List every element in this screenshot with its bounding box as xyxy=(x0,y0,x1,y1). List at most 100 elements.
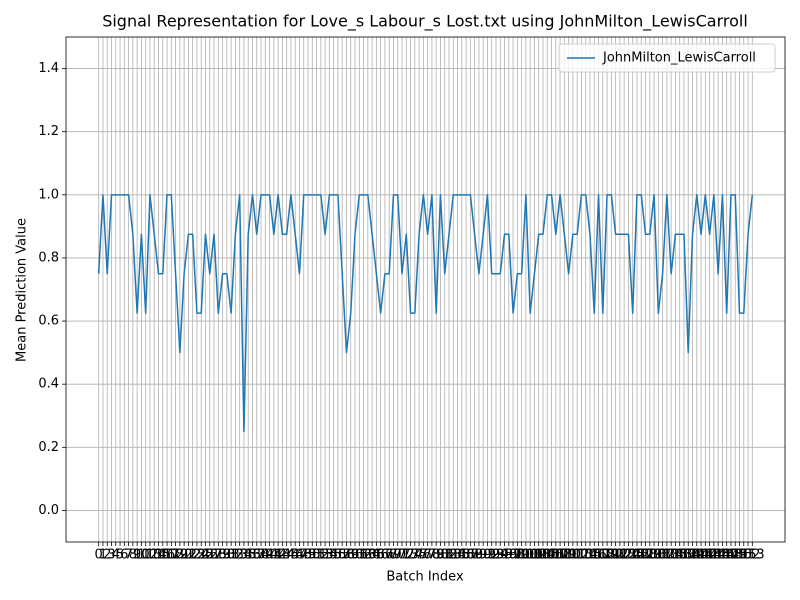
x-tick-label: 97 xyxy=(505,548,522,563)
x-tick-label: 120 xyxy=(599,548,624,563)
x-tick-label: 38 xyxy=(253,548,270,563)
x-tick-label: 114 xyxy=(573,548,598,563)
x-tick-label: 115 xyxy=(578,548,603,563)
x-tick-label: 41 xyxy=(266,548,283,563)
x-tick-label: 81 xyxy=(436,548,453,563)
legend-box xyxy=(558,43,776,73)
x-tick-label: 121 xyxy=(603,548,628,563)
line-series xyxy=(97,194,754,433)
x-tick-label: 146 xyxy=(710,548,735,563)
x-tick-label: 45 xyxy=(283,548,300,563)
x-tick-label: 118 xyxy=(590,548,615,563)
x-tick-label: 117 xyxy=(586,548,611,563)
x-tick-label: 19 xyxy=(172,548,189,563)
x-tick-label: 130 xyxy=(642,548,667,563)
x-tick-label: 24 xyxy=(193,548,210,563)
x-tick-label: 143 xyxy=(697,548,722,563)
x-tick-label: 96 xyxy=(501,548,518,563)
x-tick-label: 145 xyxy=(706,548,731,563)
x-tick-label: 50 xyxy=(304,548,321,563)
x-tick-label: 32 xyxy=(227,548,244,563)
x-tick-label: 52 xyxy=(313,548,330,563)
x-tick-label: 1 xyxy=(99,548,107,563)
x-tick-label: 109 xyxy=(552,548,577,563)
x-tick-label: 95 xyxy=(496,548,513,563)
y-tick-label: 1.0 xyxy=(38,187,59,202)
x-tick-label: 39 xyxy=(257,548,274,563)
x-tick-label: 70 xyxy=(389,548,406,563)
legend-label: JohnMilton_LewisCarroll xyxy=(602,51,756,66)
y-tick-label: 1.2 xyxy=(38,124,59,139)
x-tick-label: 13 xyxy=(146,548,163,563)
x-tick-label: 5 xyxy=(116,548,124,563)
x-tick-label: 144 xyxy=(701,548,726,563)
x-tick-label: 8 xyxy=(129,548,137,563)
x-tick-label: 11 xyxy=(137,548,154,563)
x-tick-label: 29 xyxy=(214,548,231,563)
x-tick-label: 16 xyxy=(159,548,176,563)
x-tick-label: 112 xyxy=(565,548,590,563)
x-tick-label: 123 xyxy=(612,548,637,563)
x-tick-label: 104 xyxy=(531,548,556,563)
x-tick-label: 83 xyxy=(445,548,462,563)
x-tick-label: 63 xyxy=(360,548,377,563)
x-tick-label: 55 xyxy=(325,548,342,563)
x-tick-label: 134 xyxy=(659,548,684,563)
x-tick-label: 119 xyxy=(595,548,620,563)
y-tick-label: 0.2 xyxy=(38,440,59,455)
x-tick-label: 141 xyxy=(689,548,714,563)
x-tick-label: 25 xyxy=(197,548,214,563)
x-tick-label: 26 xyxy=(201,548,218,563)
x-tick-label: 133 xyxy=(654,548,679,563)
x-tick-label: 65 xyxy=(368,548,385,563)
x-tick-label: 92 xyxy=(483,548,500,563)
x-tick-label: 122 xyxy=(607,548,632,563)
y-axis-label: Mean Prediction Value xyxy=(15,218,30,362)
x-tick-label: 106 xyxy=(539,548,564,563)
x-tick-label: 76 xyxy=(415,548,432,563)
x-tick-label: 4 xyxy=(112,548,120,563)
x-tick-label: 12 xyxy=(142,548,159,563)
x-tick-label: 35 xyxy=(240,548,257,563)
x-tick-label: 90 xyxy=(475,548,492,563)
x-tick-label: 43 xyxy=(274,548,291,563)
legend: JohnMilton_LewisCarroll xyxy=(558,43,776,73)
x-tick-label: 75 xyxy=(411,548,428,563)
x-tick-label: 72 xyxy=(398,548,415,563)
y-tick-label: 0.4 xyxy=(38,377,59,392)
x-tick-label: 103 xyxy=(526,548,551,563)
x-tick-label: 138 xyxy=(676,548,701,563)
x-axis-label: Batch Index xyxy=(386,570,464,585)
x-tick-label: 7 xyxy=(124,548,132,563)
y-tick-label: 0.0 xyxy=(38,503,59,518)
x-tick-label: 69 xyxy=(385,548,402,563)
x-tick-label: 20 xyxy=(176,548,193,563)
x-tick-label: 15 xyxy=(154,548,171,563)
y-tick-label: 1.4 xyxy=(38,61,59,76)
x-tick-label: 68 xyxy=(381,548,398,563)
x-tick-label: 22 xyxy=(184,548,201,563)
x-tick-label: 60 xyxy=(347,548,364,563)
x-tick-label: 102 xyxy=(522,548,547,563)
x-tick-label: 56 xyxy=(330,548,347,563)
x-tick-label: 85 xyxy=(454,548,471,563)
x-tick-label: 107 xyxy=(543,548,568,563)
x-tick-label: 47 xyxy=(291,548,308,563)
x-tick-label: 33 xyxy=(231,548,248,563)
x-tick-label: 151 xyxy=(731,548,756,563)
x-tick-label: 17 xyxy=(163,548,180,563)
x-tick-label: 51 xyxy=(308,548,325,563)
x-tick-label: 80 xyxy=(432,548,449,563)
x-tick-label: 54 xyxy=(321,548,338,563)
x-tick-label: 147 xyxy=(714,548,739,563)
x-tick-label: 100 xyxy=(513,548,538,563)
x-tick-label: 30 xyxy=(219,548,236,563)
x-tick-label: 2 xyxy=(103,548,111,563)
x-tick-label: 77 xyxy=(419,548,436,563)
x-tick-label: 99 xyxy=(513,548,530,563)
x-tick-label: 129 xyxy=(637,548,662,563)
x-tick-label: 71 xyxy=(394,548,411,563)
x-tick-label: 137 xyxy=(672,548,697,563)
x-tick-label: 27 xyxy=(206,548,223,563)
y-tick-label: 0.8 xyxy=(38,250,59,265)
